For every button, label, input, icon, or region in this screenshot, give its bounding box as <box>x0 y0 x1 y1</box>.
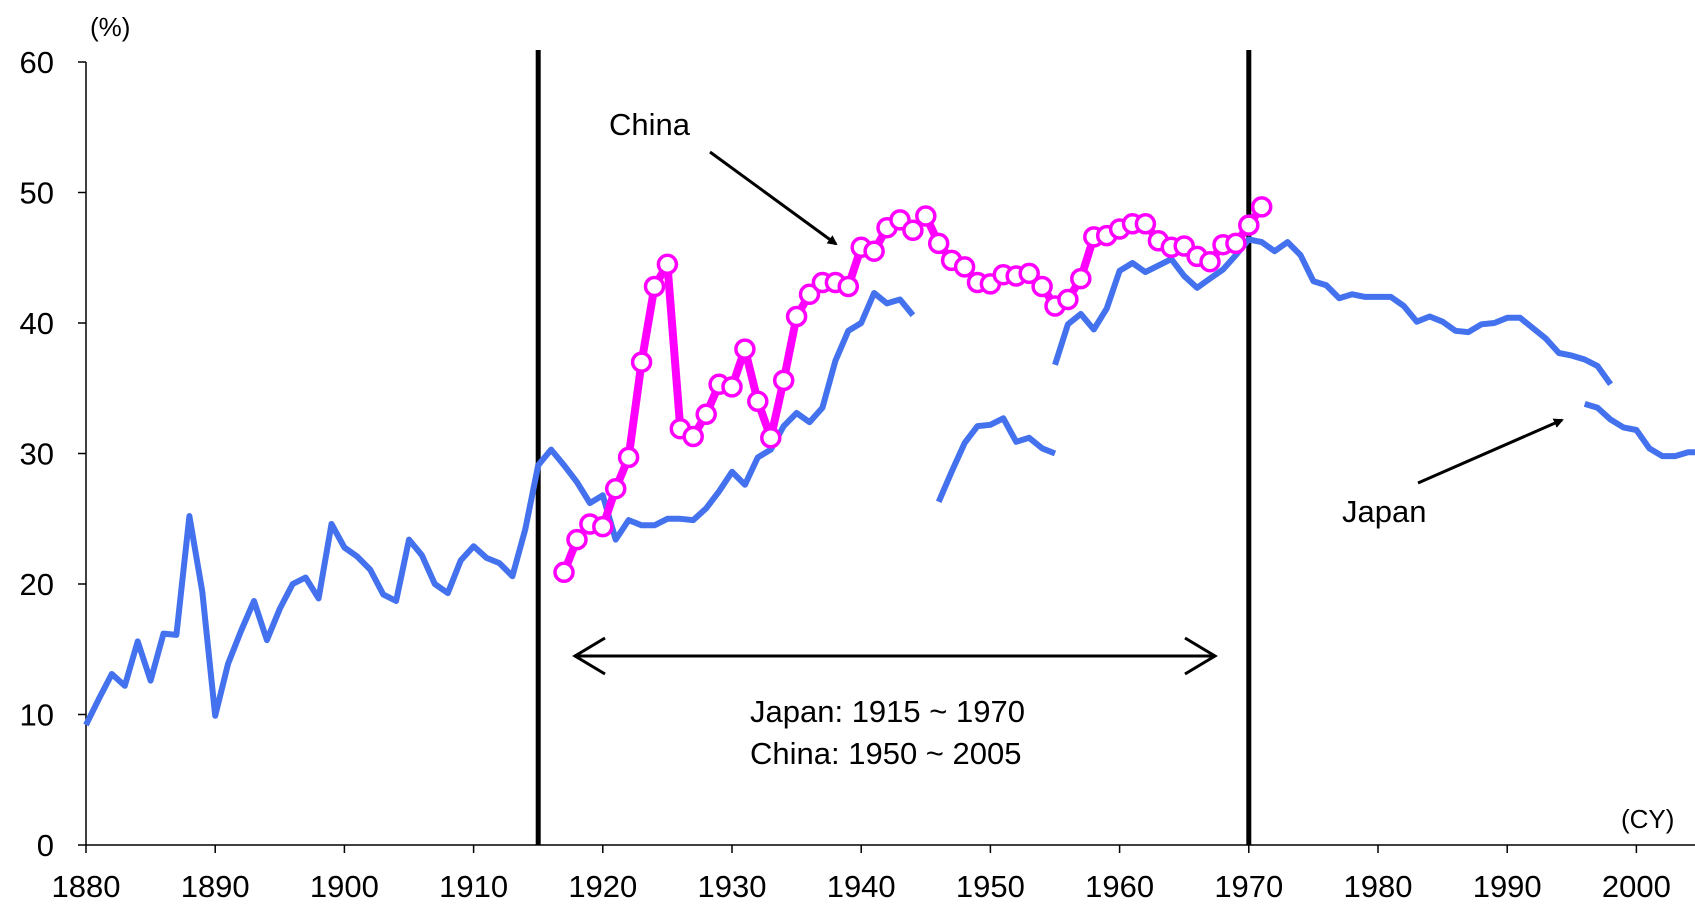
x-tick-label: 1890 <box>181 869 250 904</box>
data-point <box>592 515 614 538</box>
data-point <box>798 283 821 306</box>
x-tick-label: 1980 <box>1344 869 1413 904</box>
data-point <box>643 275 666 298</box>
x-tick-label: 1910 <box>439 869 508 904</box>
data-point <box>953 256 976 278</box>
data-point <box>785 305 808 328</box>
y-tick-label: 60 <box>20 45 54 80</box>
series-china <box>553 196 1273 584</box>
data-point <box>1018 262 1040 285</box>
data-point <box>747 390 769 413</box>
x-tick-label: 2000 <box>1602 869 1671 904</box>
data-point <box>1199 250 1221 273</box>
japan-label: Japan <box>1342 494 1426 529</box>
data-point <box>695 403 717 426</box>
x-tick-label: 1880 <box>52 869 121 904</box>
data-point <box>566 528 588 551</box>
data-point <box>721 376 743 398</box>
period-boundary-lines <box>535 50 1252 845</box>
series-line <box>1583 401 1695 460</box>
x-tick-label: 1900 <box>310 869 379 904</box>
y-tick-label: 0 <box>37 828 54 863</box>
x-tick-label: 1940 <box>827 869 896 904</box>
series-line <box>1052 236 1614 387</box>
x-tick-label: 1930 <box>698 869 767 904</box>
data-point <box>1031 275 1053 298</box>
data-point <box>902 219 924 242</box>
y-tick-label: 40 <box>20 306 54 341</box>
series-layer <box>83 196 1695 727</box>
data-point <box>1238 214 1260 236</box>
y-unit-label: (%) <box>90 12 130 42</box>
data-point <box>837 275 860 298</box>
data-point <box>682 425 704 448</box>
x-unit-label: (CY) <box>1621 804 1674 834</box>
range-label-line2: China: 1950 ~ 2005 <box>750 736 1021 771</box>
data-point <box>927 232 950 255</box>
data-point <box>760 427 782 449</box>
range-arrow-left-head <box>572 636 606 676</box>
range-label-line1: Japan: 1915 ~ 1970 <box>750 694 1025 729</box>
y-tick-label: 10 <box>20 698 54 733</box>
y-tick-label: 30 <box>20 437 54 472</box>
x-tick-label: 1960 <box>1085 869 1154 904</box>
data-point <box>734 338 756 360</box>
china-arrow <box>709 150 838 246</box>
data-point <box>1250 196 1273 218</box>
data-point <box>553 561 575 584</box>
data-point <box>630 351 653 373</box>
data-point <box>1070 267 1092 290</box>
y-tick-label: 50 <box>20 176 54 211</box>
data-point <box>772 369 795 392</box>
x-tick-label: 1950 <box>956 869 1025 904</box>
china-label: China <box>609 107 691 142</box>
data-point <box>1225 232 1247 255</box>
data-point <box>915 205 937 227</box>
range-arrow-right-head <box>1184 636 1218 676</box>
data-point <box>863 240 885 262</box>
data-point <box>604 477 627 500</box>
series-japan <box>83 236 1695 727</box>
x-tick-label: 1920 <box>568 869 637 904</box>
japan-arrow <box>1417 418 1564 485</box>
series-line <box>935 415 1057 503</box>
data-point <box>1134 213 1157 235</box>
y-axis-ticks: 0 10 20 30 40 50 60 <box>20 45 86 863</box>
y-tick-label: 20 <box>20 567 54 602</box>
data-point <box>656 253 679 276</box>
data-point <box>1057 288 1079 311</box>
x-tick-label: 1990 <box>1473 869 1542 904</box>
x-axis-ticks: 1880 1890 1900 1910 1920 1930 1940 1950 1960 1970… <box>52 845 1671 904</box>
data-point <box>617 446 640 469</box>
x-tick-label: 1970 <box>1214 869 1283 904</box>
